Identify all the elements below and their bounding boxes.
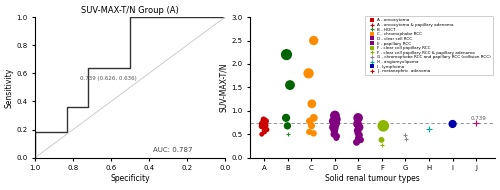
Point [258, 122, 266, 125]
Point [332, 121, 340, 124]
Point [260, 130, 268, 133]
Point [356, 126, 364, 129]
Point [330, 123, 338, 126]
Point [260, 118, 268, 121]
Point [310, 116, 318, 119]
Point [308, 124, 316, 127]
Point [304, 72, 312, 75]
Point [258, 125, 266, 128]
Point [286, 84, 294, 87]
Point [332, 135, 340, 138]
Point [262, 124, 270, 127]
Point [284, 124, 292, 127]
Point [331, 114, 339, 117]
Point [310, 132, 318, 135]
Point [354, 136, 362, 139]
Point [263, 128, 271, 131]
Point [305, 130, 313, 133]
Point [354, 132, 362, 135]
Point [448, 122, 456, 125]
Point [332, 118, 340, 121]
Point [330, 129, 338, 132]
Y-axis label: SUV-MAX-T/N: SUV-MAX-T/N [220, 63, 228, 112]
Text: AUC: 0.787: AUC: 0.787 [153, 147, 192, 153]
Point [378, 138, 386, 141]
Point [260, 126, 268, 129]
Point [330, 133, 338, 136]
Point [330, 124, 338, 127]
Point [330, 120, 338, 123]
Point [262, 120, 270, 123]
Text: 0.739: 0.739 [471, 116, 487, 121]
Point [356, 138, 364, 141]
Point [472, 122, 480, 125]
Point [354, 129, 362, 132]
Point [354, 122, 362, 125]
Point [332, 136, 340, 139]
Point [310, 39, 318, 42]
Point [261, 122, 269, 125]
Y-axis label: Sensitivity: Sensitivity [4, 67, 14, 108]
Point [282, 116, 290, 119]
Point [331, 127, 339, 130]
Point [282, 53, 290, 56]
X-axis label: Solid renal tumour types: Solid renal tumour types [325, 174, 420, 183]
Point [260, 119, 268, 122]
Point [352, 141, 360, 144]
Point [262, 123, 270, 126]
Point [331, 122, 339, 125]
Point [329, 126, 337, 129]
Title: SUV-MAX-T/N Group (A): SUV-MAX-T/N Group (A) [81, 6, 179, 15]
Point [354, 116, 362, 119]
Point [356, 134, 364, 137]
Text: 0.739 (0.626, 0.636): 0.739 (0.626, 0.636) [80, 76, 137, 81]
Point [330, 130, 338, 133]
Point [259, 121, 267, 124]
X-axis label: Specificity: Specificity [110, 174, 150, 183]
Point [402, 137, 410, 140]
Point [425, 127, 433, 130]
Point [308, 102, 316, 105]
Point [380, 124, 388, 127]
Point [378, 143, 386, 146]
Point [401, 134, 409, 137]
Point [260, 127, 268, 130]
Point [306, 120, 314, 123]
Legend: A - oncocytoma, A - oncocytoma & papillary adenoma, B - HOCT, C - chromophobe RC: A - oncocytoma, A - oncocytoma & papilla… [366, 16, 493, 75]
Point [260, 129, 268, 132]
Point [258, 133, 266, 136]
Point [284, 133, 292, 136]
